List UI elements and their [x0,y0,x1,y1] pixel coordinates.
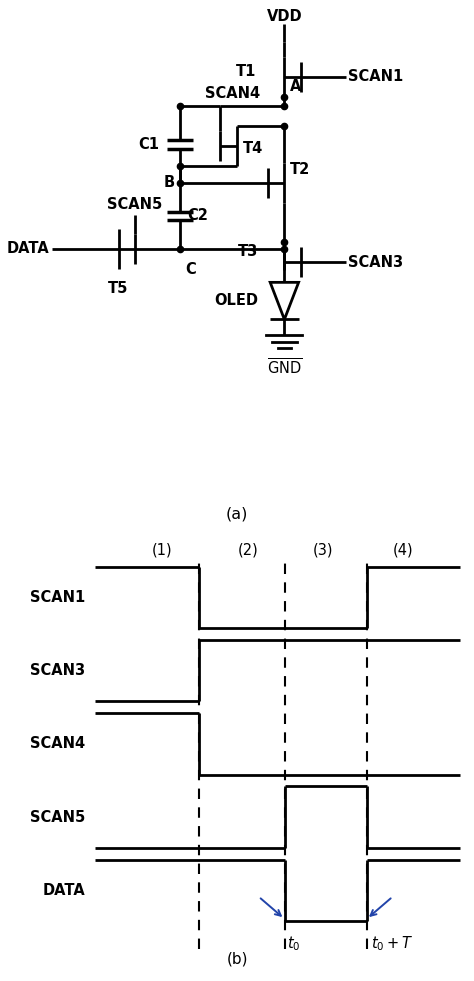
Text: T4: T4 [243,141,263,156]
Text: C2: C2 [187,208,208,224]
Text: A: A [290,79,301,94]
Text: T5: T5 [109,281,128,295]
Text: SCAN5: SCAN5 [30,809,85,825]
Text: C1: C1 [138,137,159,152]
Text: T1: T1 [236,64,256,79]
Text: B: B [164,176,174,190]
Text: (b): (b) [226,952,248,967]
Text: (4): (4) [393,542,413,558]
Text: DATA: DATA [43,883,85,898]
Text: C: C [185,262,196,278]
Text: SCAN1: SCAN1 [30,590,85,604]
Text: T2: T2 [290,162,310,177]
Text: OLED: OLED [214,293,258,308]
Text: DATA: DATA [7,241,50,256]
Text: (a): (a) [226,506,248,521]
Text: SCAN3: SCAN3 [30,663,85,678]
Text: SCAN4: SCAN4 [30,737,85,751]
Text: (2): (2) [238,542,258,558]
Text: (1): (1) [152,542,173,558]
Text: SCAN3: SCAN3 [348,255,403,270]
Text: SCAN4: SCAN4 [205,85,260,101]
Text: SCAN5: SCAN5 [108,197,163,212]
Text: T3: T3 [238,244,258,259]
Text: $t_0$: $t_0$ [287,935,301,954]
Text: $t_0+T$: $t_0+T$ [372,935,414,954]
Text: (3): (3) [313,542,333,558]
Text: VDD: VDD [266,9,302,24]
Text: $\overline{\mathrm{GND}}$: $\overline{\mathrm{GND}}$ [267,357,302,378]
Text: SCAN1: SCAN1 [348,70,404,84]
